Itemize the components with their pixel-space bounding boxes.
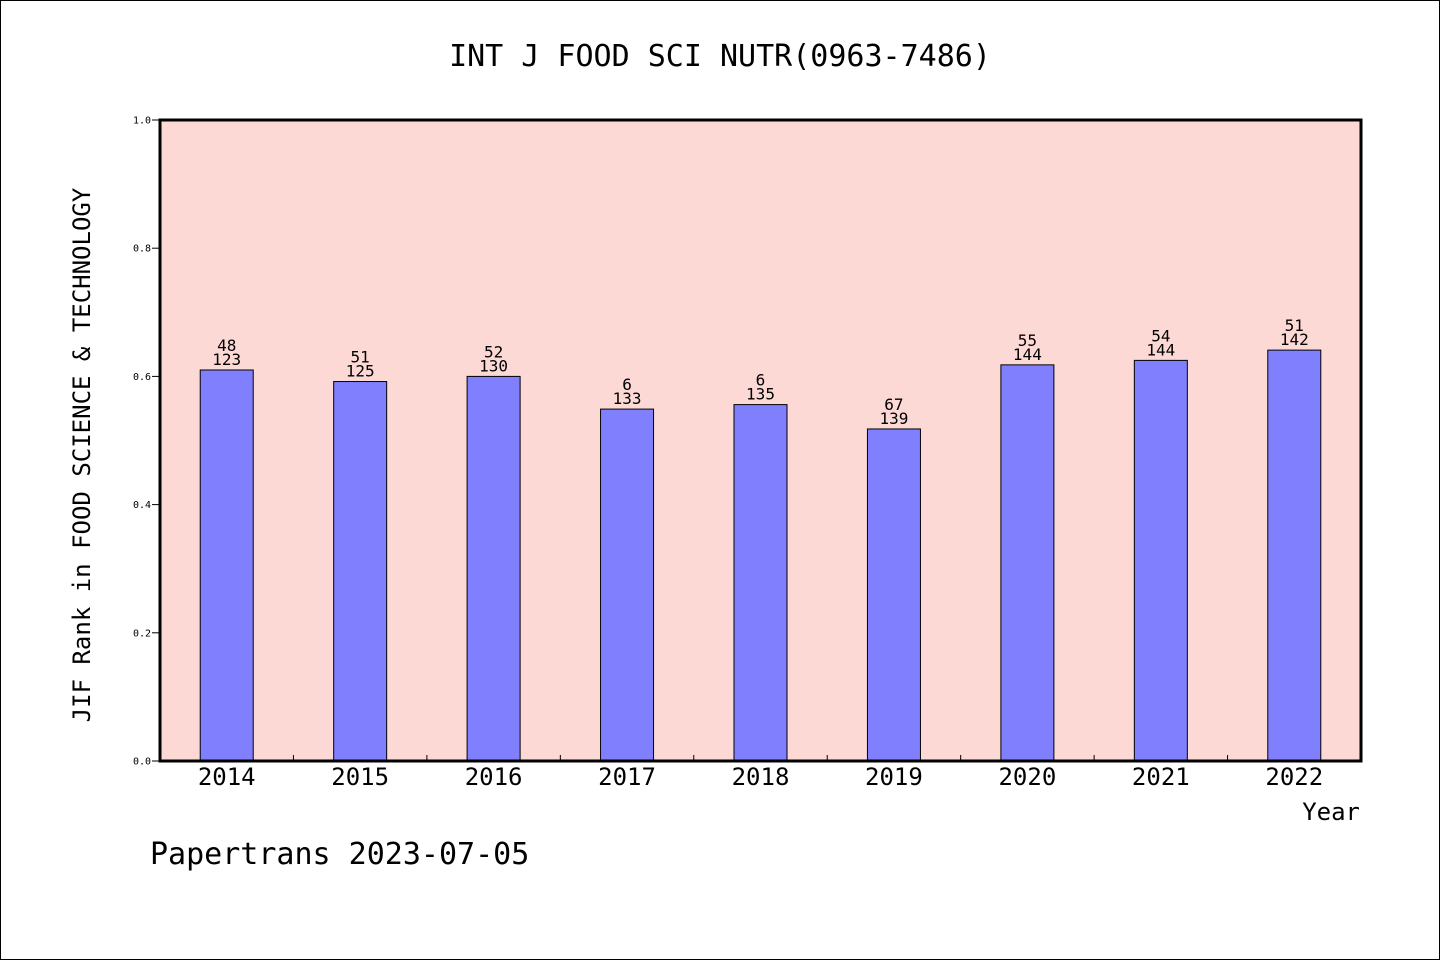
bar-total-label: 130	[479, 356, 508, 375]
plot-border	[158, 118, 1363, 763]
bar	[733, 404, 788, 762]
y-ticks: 0.0 0.2 0.4 0.6 0.8 1.0	[133, 116, 160, 768]
bar-rank-label: 51	[351, 348, 370, 367]
x-axis-label: Year	[1302, 798, 1360, 826]
bars	[199, 349, 1322, 762]
bar	[600, 408, 655, 762]
bar-rank-label: 48	[217, 336, 236, 355]
bar	[1000, 364, 1055, 762]
y-tick-label: 0.6	[133, 372, 151, 383]
x-tick-label: 2016	[465, 763, 523, 791]
x-tick-label: 2019	[865, 763, 923, 791]
x-tick-label: 2014	[198, 763, 256, 791]
y-axis-label: JIF Rank in FOOD SCIENCE & TECHNOLOGY	[68, 187, 96, 722]
bar-total-label: 139	[879, 409, 908, 428]
bar-total-label: 125	[346, 362, 375, 381]
y-tick-label: 0.0	[133, 757, 151, 768]
x-tick-label: 2015	[331, 763, 389, 791]
chart-title: INT J FOOD SCI NUTR(0963-7486)	[449, 39, 991, 74]
bar	[199, 369, 254, 762]
bar-rank-label: 67	[884, 395, 903, 414]
bar-total-label: 135	[746, 385, 775, 404]
bar-total-label: 144	[1013, 345, 1042, 364]
bar-rank-label: 55	[1018, 331, 1037, 350]
bar	[333, 381, 388, 762]
x-tick-label: 2018	[732, 763, 790, 791]
y-tick-label: 0.4	[133, 500, 151, 511]
x-tick-label: 2020	[998, 763, 1056, 791]
bar	[466, 375, 521, 762]
bar-rank-label: 51	[1285, 316, 1304, 335]
y-tick-label: 1.0	[133, 116, 151, 127]
x-tick-label: 2017	[598, 763, 656, 791]
y-tick-label: 0.8	[133, 244, 151, 255]
bar-total-label: 133	[613, 389, 642, 408]
x-tick-label: 2022	[1265, 763, 1323, 791]
bar	[1267, 349, 1322, 762]
y-tick-label: 0.2	[133, 628, 151, 639]
bar-rank-label: 54	[1151, 326, 1170, 345]
bar-rank-label: 6	[756, 371, 766, 390]
bar-rank-label: 6	[622, 375, 632, 394]
bar-total-label: 123	[212, 350, 241, 369]
x-ticks: 2014 2015 2016 2017 2018 2019 2020 2021 2022	[198, 755, 1323, 791]
bar-total-label: 144	[1146, 340, 1175, 359]
bar	[866, 428, 921, 762]
bar-rank-label: 52	[484, 342, 503, 361]
bar-total-label: 142	[1280, 330, 1309, 349]
footer-credit: Papertrans 2023-07-05	[150, 837, 529, 872]
bar	[1133, 359, 1188, 762]
x-tick-label: 2021	[1132, 763, 1190, 791]
